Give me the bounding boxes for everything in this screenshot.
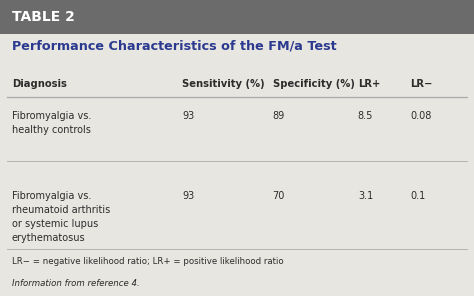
Text: 0.08: 0.08: [410, 111, 431, 121]
Text: 89: 89: [273, 111, 285, 121]
Text: 70: 70: [273, 191, 285, 201]
Text: Performance Characteristics of the FM/a Test: Performance Characteristics of the FM/a …: [12, 39, 337, 52]
Text: Fibromyalgia vs.
rheumatoid arthritis
or systemic lupus
erythematosus: Fibromyalgia vs. rheumatoid arthritis or…: [12, 191, 110, 243]
Text: 0.1: 0.1: [410, 191, 425, 201]
Text: Fibromyalgia vs.
healthy controls: Fibromyalgia vs. healthy controls: [12, 111, 91, 135]
Text: Diagnosis: Diagnosis: [12, 79, 67, 89]
Text: LR− = negative likelihood ratio; LR+ = positive likelihood ratio: LR− = negative likelihood ratio; LR+ = p…: [12, 258, 283, 266]
Text: 93: 93: [182, 111, 195, 121]
Text: 8.5: 8.5: [358, 111, 373, 121]
Text: Information from reference 4.: Information from reference 4.: [12, 279, 140, 288]
Text: 3.1: 3.1: [358, 191, 373, 201]
Text: Specificity (%): Specificity (%): [273, 79, 355, 89]
Text: LR+: LR+: [358, 79, 380, 89]
FancyBboxPatch shape: [0, 0, 474, 34]
Text: Sensitivity (%): Sensitivity (%): [182, 79, 265, 89]
Text: 93: 93: [182, 191, 195, 201]
Text: LR−: LR−: [410, 79, 432, 89]
Text: TABLE 2: TABLE 2: [12, 10, 75, 24]
